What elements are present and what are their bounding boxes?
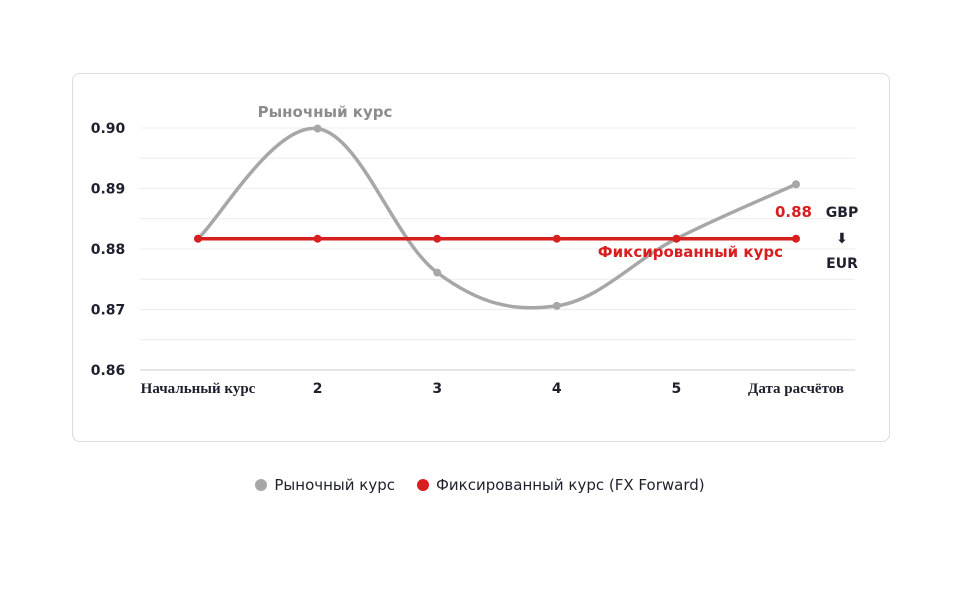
grid-lines bbox=[140, 127, 855, 371]
market-rate-line bbox=[196, 126, 798, 310]
legend-label-fixed: Фиксированный курс (FX Forward) bbox=[436, 476, 705, 494]
fixed-rate-point bbox=[194, 234, 202, 243]
legend: Рыночный курс Фиксированный курс (FX For… bbox=[0, 476, 960, 494]
market-series-label: Рыночный курс bbox=[258, 103, 393, 121]
series bbox=[194, 124, 800, 310]
x-tick-label: 5 bbox=[672, 381, 682, 397]
annotations: Рыночный курс Фиксированный курс 0.88 GB… bbox=[258, 103, 859, 272]
y-tick-label: 0.90 bbox=[91, 121, 126, 137]
fixed-rate-value: 0.88 bbox=[775, 203, 812, 221]
y-tick-label: 0.86 bbox=[91, 363, 126, 379]
legend-item-market: Рыночный курс bbox=[255, 476, 395, 494]
fixed-rate-point bbox=[552, 234, 561, 243]
x-tick-label: 2 bbox=[313, 381, 323, 397]
y-tick-label: 0.89 bbox=[91, 182, 126, 198]
currency-to: EUR bbox=[826, 256, 858, 272]
market-rate-point bbox=[313, 124, 322, 133]
fixed-rate-point bbox=[313, 234, 322, 243]
fixed-series-label: Фиксированный курс bbox=[598, 243, 783, 261]
fixed-rate-point bbox=[672, 234, 681, 243]
legend-label-market: Рыночный курс bbox=[274, 476, 395, 494]
market-rate-point bbox=[552, 301, 561, 310]
legend-dot-market bbox=[255, 479, 268, 491]
legend-dot-fixed bbox=[417, 479, 429, 491]
y-tick-label: 0.88 bbox=[91, 242, 126, 258]
market-rate-point bbox=[433, 268, 442, 277]
y-axis-ticks: 0.90 0.89 0.88 0.87 0.86 bbox=[91, 121, 126, 379]
chart-panel bbox=[72, 73, 890, 442]
x-tick-label: 4 bbox=[552, 381, 562, 397]
currency-arrow-icon: ⬇ bbox=[836, 231, 848, 247]
x-axis-ticks: Начальный курс 2 3 4 5 Дата расчётов bbox=[141, 381, 844, 397]
market-rate-point bbox=[792, 180, 800, 189]
fixed-rate-point bbox=[433, 234, 442, 243]
fixed-rate-point bbox=[792, 234, 800, 243]
x-tick-label: 3 bbox=[432, 381, 442, 397]
x-tick-label: Начальный курс bbox=[141, 381, 256, 397]
y-tick-label: 0.87 bbox=[91, 303, 126, 319]
x-tick-label: Дата расчётов bbox=[748, 381, 844, 397]
currency-from: GBP bbox=[826, 205, 858, 221]
legend-item-fixed: Фиксированный курс (FX Forward) bbox=[417, 476, 705, 494]
